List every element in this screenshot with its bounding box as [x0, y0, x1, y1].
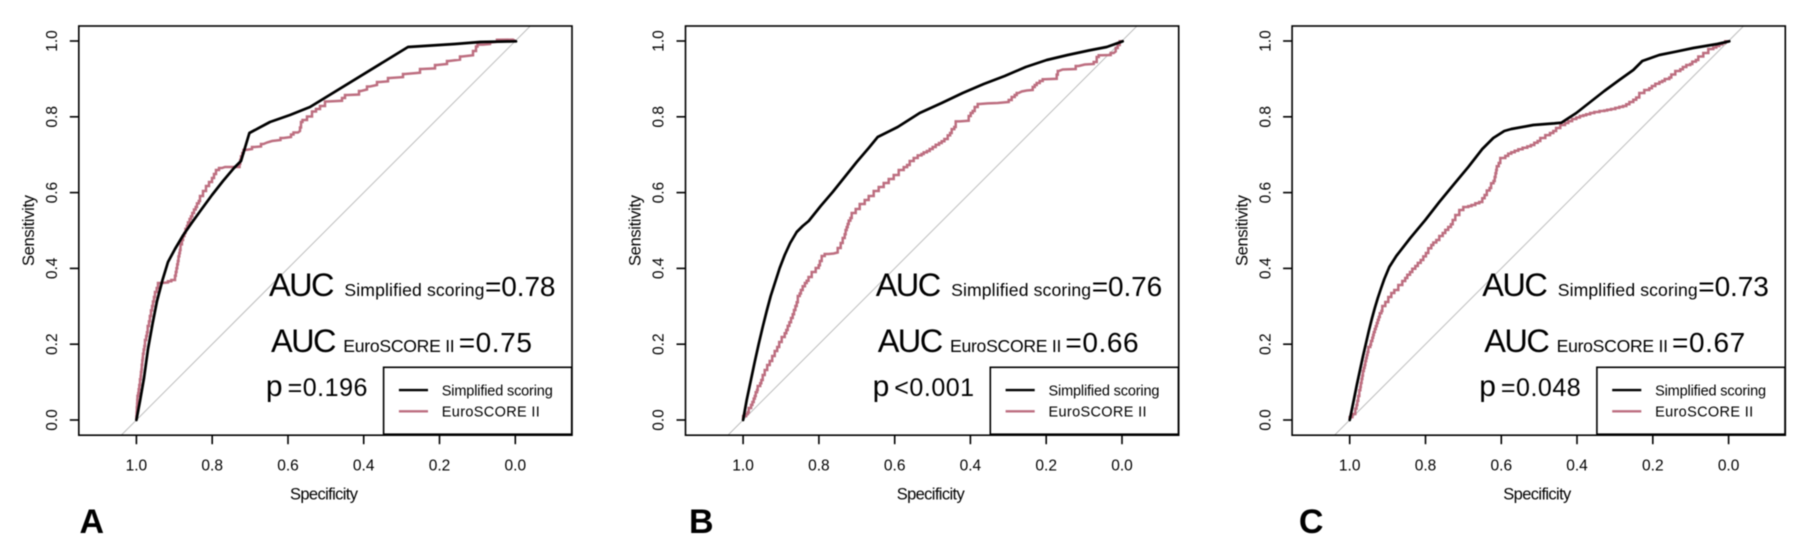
svg-text:Sensitivity: Sensitivity	[627, 194, 645, 266]
svg-text:AUC: AUC	[1484, 323, 1550, 359]
svg-text:0.6: 0.6	[651, 182, 668, 204]
svg-text:p: p	[266, 370, 283, 403]
svg-text:<0.001: <0.001	[894, 374, 974, 402]
svg-text:=0.78: =0.78	[485, 271, 556, 302]
svg-text:1.0: 1.0	[1257, 30, 1274, 52]
svg-text:1.0: 1.0	[651, 30, 668, 52]
svg-text:=0.67: =0.67	[1672, 327, 1745, 358]
svg-text:=0.76: =0.76	[1092, 271, 1163, 302]
svg-text:0.2: 0.2	[1257, 333, 1274, 355]
svg-text:0.6: 0.6	[1491, 458, 1513, 475]
svg-text:0.4: 0.4	[1566, 458, 1588, 475]
svg-text:Simplified scoring: Simplified scoring	[1558, 280, 1698, 300]
svg-text:0.4: 0.4	[353, 458, 375, 475]
svg-text:1.0: 1.0	[1339, 458, 1361, 475]
svg-text:0.2: 0.2	[651, 333, 668, 355]
svg-text:0.4: 0.4	[651, 257, 668, 279]
svg-text:0.0: 0.0	[44, 409, 61, 431]
svg-text:0.0: 0.0	[1718, 458, 1740, 475]
svg-text:0.0: 0.0	[651, 409, 668, 431]
svg-text:AUC: AUC	[1482, 267, 1548, 303]
svg-text:EuroSCORE II: EuroSCORE II	[1049, 405, 1147, 421]
svg-text:=0.048: =0.048	[1501, 374, 1581, 402]
svg-text:0.4: 0.4	[960, 458, 982, 475]
svg-text:Specificity: Specificity	[290, 486, 359, 504]
svg-text:0.6: 0.6	[1257, 182, 1274, 204]
svg-text:EuroSCORE II: EuroSCORE II	[950, 336, 1061, 356]
svg-text:0.6: 0.6	[884, 458, 906, 475]
svg-text:1.0: 1.0	[44, 30, 61, 52]
svg-text:0.4: 0.4	[1257, 257, 1274, 279]
svg-text:EuroSCORE II: EuroSCORE II	[442, 405, 540, 421]
svg-text:AUC: AUC	[271, 323, 337, 359]
svg-text:=0.75: =0.75	[459, 327, 532, 358]
svg-text:Simplified scoring: Simplified scoring	[951, 280, 1091, 300]
svg-text:Specificity: Specificity	[1503, 486, 1572, 504]
svg-text:0.8: 0.8	[1257, 106, 1274, 128]
svg-text:B: B	[689, 503, 714, 541]
svg-text:1.0: 1.0	[126, 458, 148, 475]
svg-text:0.2: 0.2	[1642, 458, 1664, 475]
svg-text:0.2: 0.2	[44, 333, 61, 355]
svg-text:Simplified scoring: Simplified scoring	[344, 280, 484, 300]
svg-text:0.8: 0.8	[808, 458, 830, 475]
svg-text:p: p	[873, 370, 890, 403]
svg-text:=0.66: =0.66	[1065, 327, 1138, 358]
svg-text:Simplified scoring: Simplified scoring	[442, 383, 553, 399]
svg-text:EuroSCORE II: EuroSCORE II	[1557, 336, 1668, 356]
svg-text:0.0: 0.0	[505, 458, 527, 475]
svg-text:Simplified scoring: Simplified scoring	[1655, 383, 1766, 399]
svg-text:C: C	[1299, 503, 1324, 541]
svg-text:AUC: AUC	[878, 323, 944, 359]
svg-text:0.6: 0.6	[44, 182, 61, 204]
svg-text:EuroSCORE II: EuroSCORE II	[1655, 405, 1753, 421]
svg-text:0.4: 0.4	[44, 257, 61, 279]
svg-text:A: A	[80, 503, 105, 541]
svg-text:Sensitivity: Sensitivity	[1233, 194, 1251, 266]
svg-text:0.8: 0.8	[1415, 458, 1437, 475]
svg-text:=0.196: =0.196	[288, 374, 368, 402]
svg-text:0.0: 0.0	[1257, 409, 1274, 431]
svg-text:0.2: 0.2	[429, 458, 451, 475]
svg-text:=0.73: =0.73	[1698, 271, 1769, 302]
svg-text:0.8: 0.8	[651, 106, 668, 128]
svg-text:Simplified scoring: Simplified scoring	[1049, 383, 1160, 399]
svg-text:AUC: AUC	[876, 267, 942, 303]
svg-text:Sensitivity: Sensitivity	[20, 194, 38, 266]
svg-text:Specificity: Specificity	[897, 486, 966, 504]
svg-text:0.2: 0.2	[1035, 458, 1057, 475]
svg-text:0.0: 0.0	[1111, 458, 1133, 475]
svg-text:p: p	[1479, 370, 1496, 403]
svg-text:0.6: 0.6	[277, 458, 299, 475]
svg-text:0.8: 0.8	[201, 458, 223, 475]
svg-text:EuroSCORE II: EuroSCORE II	[343, 336, 454, 356]
svg-text:1.0: 1.0	[732, 458, 754, 475]
svg-text:AUC: AUC	[269, 267, 335, 303]
svg-text:0.8: 0.8	[44, 106, 61, 128]
